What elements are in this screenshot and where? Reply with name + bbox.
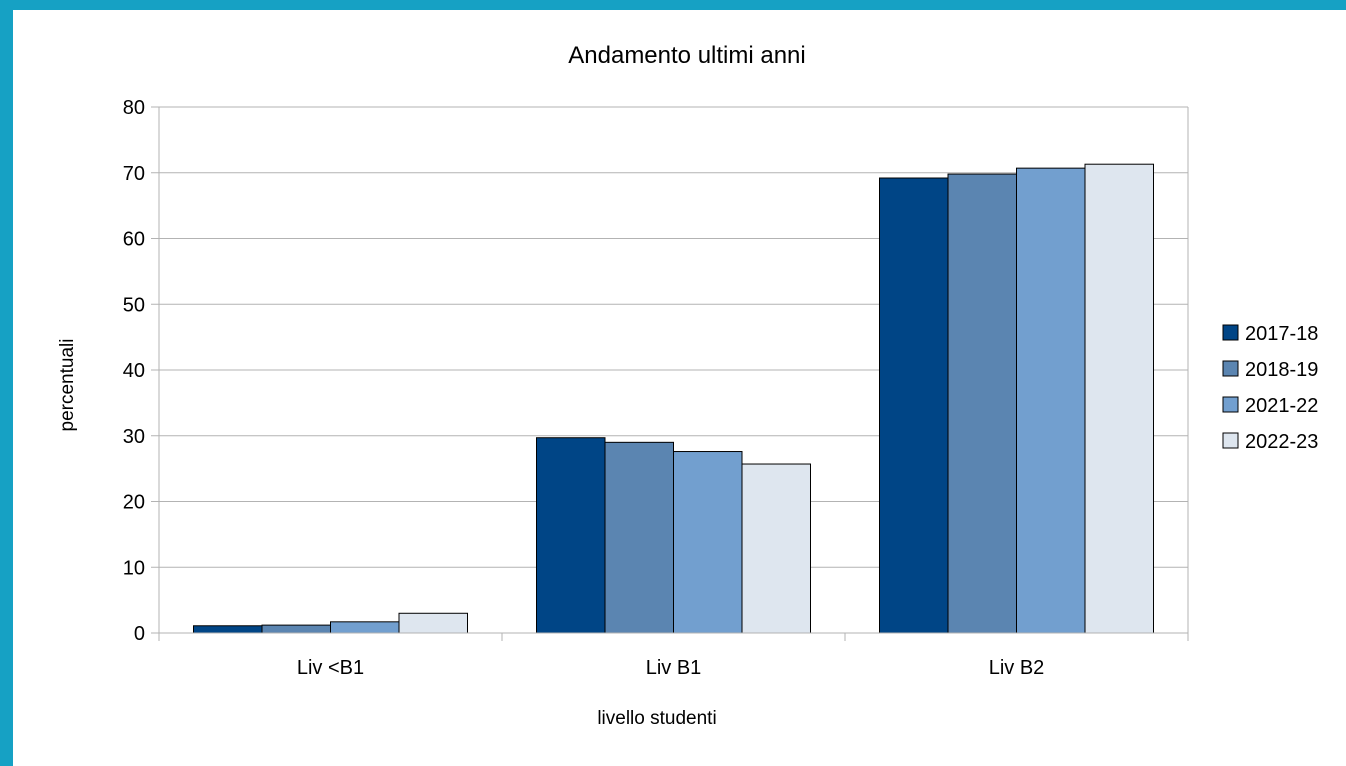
legend-label: 2022-23 (1245, 431, 1318, 453)
y-tick-label: 50 (123, 294, 145, 316)
x-axis-title: livello studenti (597, 708, 716, 729)
axes (158, 106, 1189, 641)
y-tick-label: 60 (123, 229, 145, 251)
y-tick-label: 0 (134, 623, 145, 645)
bar-2018-19-Liv B2 (947, 173, 1017, 634)
bar-2018-19-Liv <B1 (261, 624, 331, 634)
x-tick-label: Liv B2 (989, 657, 1045, 679)
bars (193, 163, 1154, 634)
legend-swatch-2021-22 (1222, 396, 1239, 413)
bar-2021-22-Liv B1 (673, 451, 743, 634)
y-tick-label: 80 (123, 97, 145, 119)
legend: 2017-18 2018-19 2021-22 2022-23 (1222, 323, 1318, 453)
legend-label: 2018-19 (1245, 359, 1318, 381)
legend-label: 2017-18 (1245, 323, 1318, 345)
y-axis-title: percentuali (57, 339, 78, 432)
bar-2022-23-Liv B1 (741, 463, 811, 634)
bar-2017-18-Liv B2 (879, 177, 949, 634)
x-tick-label: Liv B1 (646, 657, 702, 679)
bar-2017-18-Liv B1 (536, 437, 606, 634)
legend-swatch-2017-18 (1222, 324, 1239, 341)
y-tick-label: 70 (123, 163, 145, 185)
y-tick-labels: 0 10 20 30 40 50 60 70 80 (123, 97, 145, 645)
chart-title: Andamento ultimi anni (568, 42, 805, 69)
y-tick-label: 40 (123, 360, 145, 382)
legend-label: 2021-22 (1245, 395, 1318, 417)
y-tick-label: 30 (123, 426, 145, 448)
x-tick-label: Liv <B1 (297, 657, 364, 679)
x-tick-labels: Liv <B1 Liv B1 Liv B2 (297, 657, 1044, 679)
bar-2021-22-Liv <B1 (330, 621, 400, 634)
bar-2017-18-Liv <B1 (193, 625, 263, 634)
bar-2018-19-Liv B1 (604, 441, 674, 634)
legend-swatch-2018-19 (1222, 360, 1239, 377)
y-tick-label: 10 (123, 557, 145, 579)
y-tick-label: 20 (123, 492, 145, 514)
bar-2021-22-Liv B2 (1016, 167, 1086, 634)
legend-swatch-2022-23 (1222, 432, 1239, 449)
bar-2022-23-Liv B2 (1084, 163, 1154, 634)
bar-2022-23-Liv <B1 (398, 612, 468, 634)
